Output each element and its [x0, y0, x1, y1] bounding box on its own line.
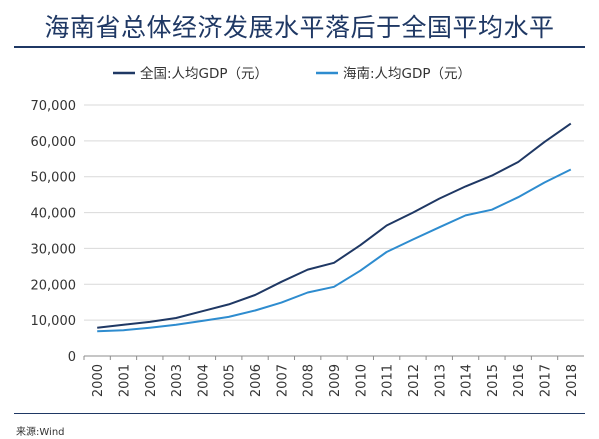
x-tick-label: 2015 [486, 364, 501, 397]
source-divider [14, 413, 585, 414]
y-tick-label: 30,000 [31, 242, 77, 257]
y-tick-label: 20,000 [31, 278, 77, 293]
x-tick-label: 2004 [196, 364, 211, 397]
source-note: 来源:Wind [16, 427, 65, 438]
legend-label: 海南:人均GDP（元） [343, 66, 471, 82]
y-tick-label: 10,000 [31, 314, 77, 329]
x-tick-label: 2005 [223, 364, 238, 397]
y-tick-label: 60,000 [31, 135, 77, 150]
x-tick-label: 2007 [275, 364, 290, 397]
x-tick-label: 2008 [302, 364, 317, 397]
x-tick-label: 2010 [354, 364, 369, 397]
x-tick-label: 2002 [144, 364, 159, 397]
series-line-hainan [97, 168, 572, 333]
x-tick-label: 2011 [381, 364, 396, 397]
line-chart: 0 10,000 20,000 30,000 40,000 50,000 60,000 70,… [31, 65, 584, 397]
x-tick-label: 2006 [249, 364, 264, 397]
x-tick-label: 2012 [407, 364, 422, 397]
x-tick-label: 2018 [565, 364, 580, 397]
y-tick-label: 50,000 [31, 171, 77, 186]
y-tick-label: 40,000 [31, 207, 77, 222]
x-tick-label: 2013 [433, 364, 448, 397]
x-tick-label: 2003 [170, 364, 185, 397]
x-tick-label: 2000 [91, 364, 106, 397]
title-divider [14, 46, 585, 48]
y-tick-label: 70,000 [31, 99, 77, 114]
series-line-national [97, 122, 572, 329]
x-tick-label: 2017 [539, 364, 554, 397]
x-tick-label: 2001 [117, 364, 132, 397]
legend-label: 全国:人均GDP（元） [140, 65, 268, 82]
x-tick-label: 2014 [460, 364, 475, 397]
chart-title: 海南省总体经济发展水平落后于全国平均水平 [44, 13, 555, 42]
x-tick-label: 2016 [512, 364, 527, 397]
x-tick-label: 2009 [328, 364, 343, 397]
y-tick-label: 0 [68, 350, 76, 365]
